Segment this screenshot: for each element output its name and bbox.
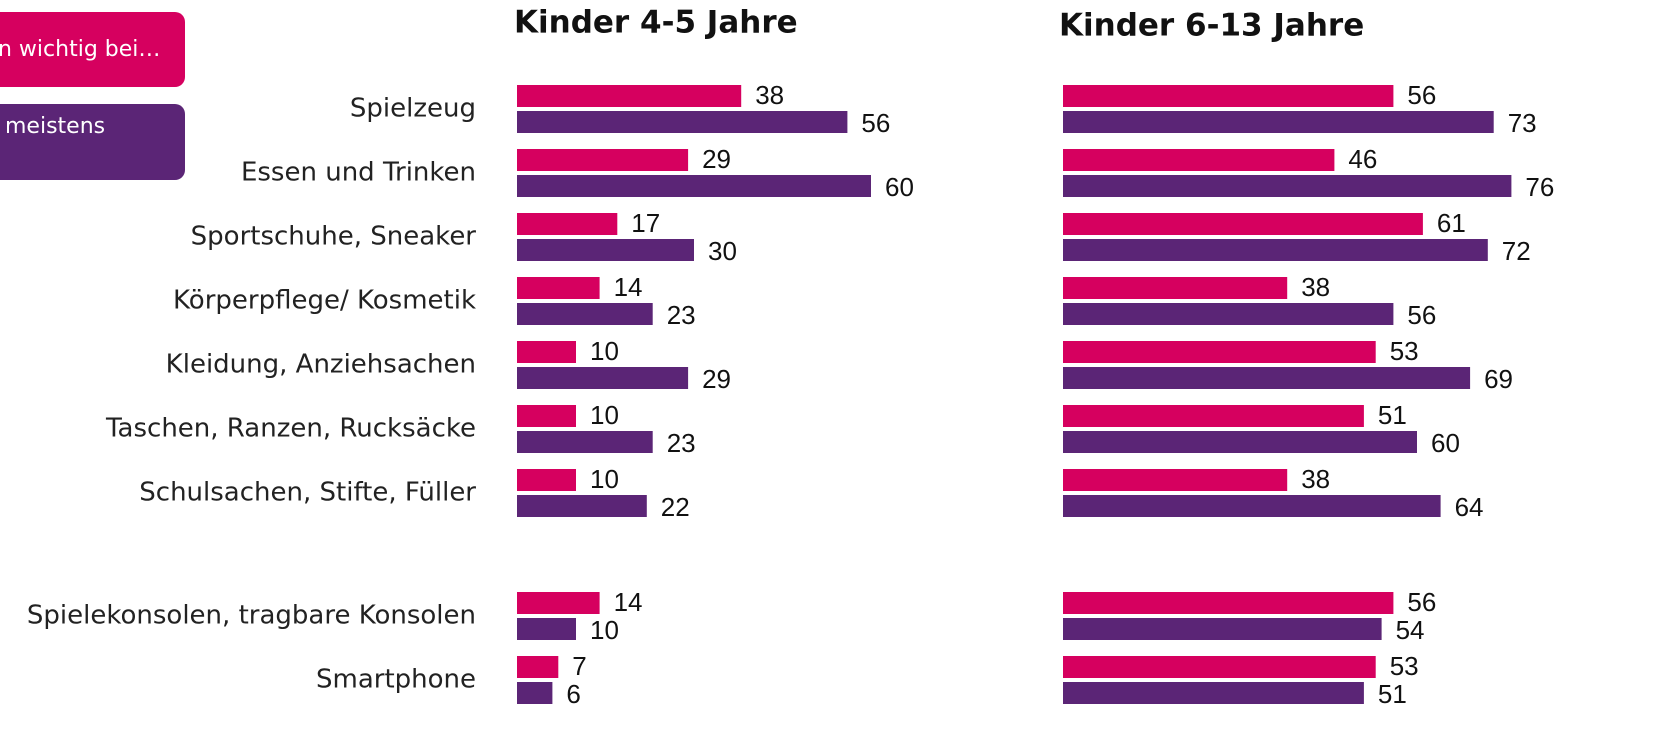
value-label: 53 [1390, 336, 1419, 366]
bar [517, 111, 848, 133]
value-label: 56 [1407, 587, 1436, 617]
value-label: 38 [755, 80, 784, 110]
value-label: 73 [1508, 108, 1537, 138]
value-label: 60 [1431, 428, 1460, 458]
category-label: Spielekonsolen, tragbare Konsolen [27, 601, 476, 631]
value-label: 38 [1301, 272, 1330, 302]
legend-label: meistens [5, 114, 105, 139]
bar [1063, 682, 1364, 704]
category-label: Körperpflege/ Kosmetik [173, 286, 476, 316]
bar [517, 175, 871, 197]
value-label: 17 [631, 208, 660, 238]
bar [517, 367, 689, 389]
category-label: Sportschuhe, Sneaker [191, 222, 477, 252]
value-label: 10 [590, 336, 619, 366]
bar [1063, 367, 1471, 389]
bar [517, 495, 647, 517]
bar [517, 239, 694, 261]
value-label: 7 [572, 651, 586, 681]
bar [1063, 213, 1423, 235]
category-label: Kleidung, Anziehsachen [166, 350, 476, 380]
bar [1063, 469, 1288, 491]
bar [1063, 85, 1394, 107]
bar [1063, 175, 1512, 197]
category-label: Schulsachen, Stifte, Füller [139, 478, 476, 508]
value-label: 72 [1502, 236, 1531, 266]
value-label: 76 [1525, 172, 1554, 202]
chart-title: Kinder 6-13 Jahre [1059, 8, 1364, 44]
value-label: 23 [667, 428, 696, 458]
value-label: 60 [885, 172, 914, 202]
bar [517, 592, 600, 614]
value-label: 56 [1407, 80, 1436, 110]
value-label: 14 [614, 587, 643, 617]
bar [1063, 618, 1382, 640]
bar [1063, 303, 1394, 325]
value-label: 56 [1407, 300, 1436, 330]
legend-swatch [0, 12, 185, 87]
value-label: 54 [1396, 615, 1425, 645]
value-label: 30 [708, 236, 737, 266]
chart-title: Kinder 4-5 Jahre [514, 5, 798, 41]
value-label: 10 [590, 464, 619, 494]
bar [517, 85, 742, 107]
bar [517, 303, 653, 325]
bar [1063, 405, 1364, 427]
value-label: 38 [1301, 464, 1330, 494]
value-label: 29 [702, 144, 731, 174]
bar [517, 656, 559, 678]
bar [1063, 277, 1288, 299]
value-label: 22 [661, 492, 690, 522]
category-label: Taschen, Ranzen, Rucksäcke [105, 414, 476, 444]
value-label: 61 [1437, 208, 1466, 238]
bar [1063, 431, 1417, 453]
bar [517, 277, 600, 299]
value-label: 69 [1484, 364, 1513, 394]
value-label: 64 [1455, 492, 1484, 522]
bar [1063, 341, 1376, 363]
bar [1063, 149, 1335, 171]
value-label: 6 [566, 679, 580, 709]
value-label: 53 [1390, 651, 1419, 681]
value-label: 51 [1378, 400, 1407, 430]
bar [1063, 111, 1494, 133]
bar [1063, 592, 1394, 614]
bar [517, 149, 689, 171]
bar [517, 341, 576, 363]
value-label: 10 [590, 400, 619, 430]
bar [1063, 656, 1376, 678]
value-label: 29 [702, 364, 731, 394]
category-label: Spielzeug [350, 94, 476, 124]
bar [517, 618, 576, 640]
value-label: 46 [1348, 144, 1377, 174]
bar [517, 431, 653, 453]
value-label: 14 [614, 272, 643, 302]
bar [1063, 239, 1488, 261]
value-label: 51 [1378, 679, 1407, 709]
bar [1063, 495, 1441, 517]
legend-label: n wichtig bei… [0, 37, 160, 62]
legend-swatch [0, 104, 185, 180]
bar [517, 469, 576, 491]
bar [517, 213, 618, 235]
category-label: Essen und Trinken [241, 158, 476, 188]
value-label: 23 [667, 300, 696, 330]
value-label: 56 [861, 108, 890, 138]
bar [517, 682, 553, 704]
bar [517, 405, 576, 427]
category-label: Smartphone [316, 665, 476, 695]
value-label: 10 [590, 615, 619, 645]
